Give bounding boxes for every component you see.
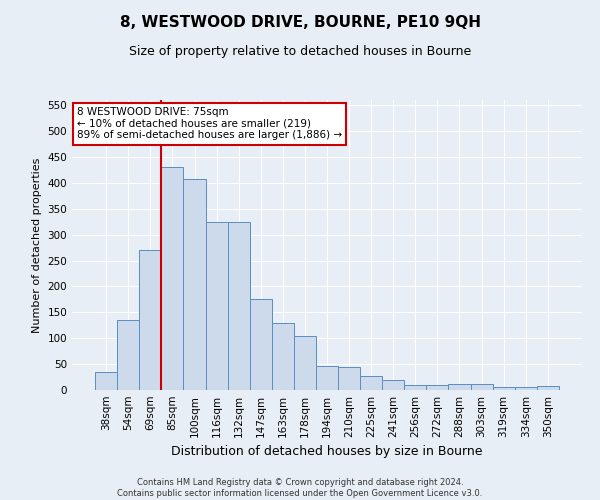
Bar xyxy=(515,388,537,390)
Text: Contains HM Land Registry data © Crown copyright and database right 2024.
Contai: Contains HM Land Registry data © Crown c… xyxy=(118,478,482,498)
Bar xyxy=(404,386,427,390)
Text: Size of property relative to detached houses in Bourne: Size of property relative to detached ho… xyxy=(129,45,471,58)
Bar xyxy=(184,178,206,390)
Bar xyxy=(470,384,493,390)
Bar xyxy=(360,376,382,390)
Bar xyxy=(537,386,559,390)
Bar xyxy=(206,222,227,390)
Y-axis label: Number of detached properties: Number of detached properties xyxy=(32,158,42,332)
Text: 8, WESTWOOD DRIVE, BOURNE, PE10 9QH: 8, WESTWOOD DRIVE, BOURNE, PE10 9QH xyxy=(119,15,481,30)
Bar xyxy=(250,300,272,390)
Bar xyxy=(294,336,316,390)
Bar xyxy=(161,168,184,390)
Bar xyxy=(338,366,360,390)
Bar xyxy=(427,386,448,390)
Bar xyxy=(117,320,139,390)
Bar xyxy=(382,380,404,390)
Text: 8 WESTWOOD DRIVE: 75sqm
← 10% of detached houses are smaller (219)
89% of semi-d: 8 WESTWOOD DRIVE: 75sqm ← 10% of detache… xyxy=(77,108,342,140)
Bar xyxy=(493,388,515,390)
X-axis label: Distribution of detached houses by size in Bourne: Distribution of detached houses by size … xyxy=(171,446,483,458)
Bar xyxy=(227,222,250,390)
Bar xyxy=(272,322,294,390)
Bar xyxy=(95,372,117,390)
Bar xyxy=(448,384,470,390)
Bar xyxy=(139,250,161,390)
Bar xyxy=(316,366,338,390)
